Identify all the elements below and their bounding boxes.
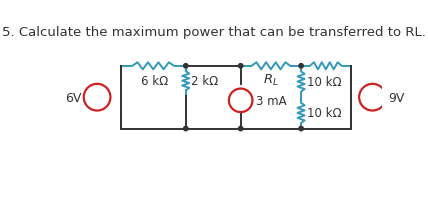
Text: 9V: 9V xyxy=(388,91,404,104)
Circle shape xyxy=(238,127,243,131)
Text: 10 kΩ: 10 kΩ xyxy=(306,107,341,120)
Circle shape xyxy=(299,127,303,131)
Circle shape xyxy=(184,64,188,69)
Text: 3 mA: 3 mA xyxy=(256,94,286,107)
Circle shape xyxy=(299,64,303,69)
Text: 2 kΩ: 2 kΩ xyxy=(191,75,219,88)
Text: 5. Calculate the maximum power that can be transferred to RL.: 5. Calculate the maximum power that can … xyxy=(2,26,426,39)
Circle shape xyxy=(184,127,188,131)
Text: 6V: 6V xyxy=(65,91,81,104)
Circle shape xyxy=(84,84,110,111)
Text: 10 kΩ: 10 kΩ xyxy=(306,76,341,89)
Circle shape xyxy=(238,64,243,69)
Circle shape xyxy=(229,89,253,113)
Circle shape xyxy=(359,84,386,111)
Text: 6 kΩ: 6 kΩ xyxy=(141,74,168,87)
Text: $R_L$: $R_L$ xyxy=(263,73,279,88)
